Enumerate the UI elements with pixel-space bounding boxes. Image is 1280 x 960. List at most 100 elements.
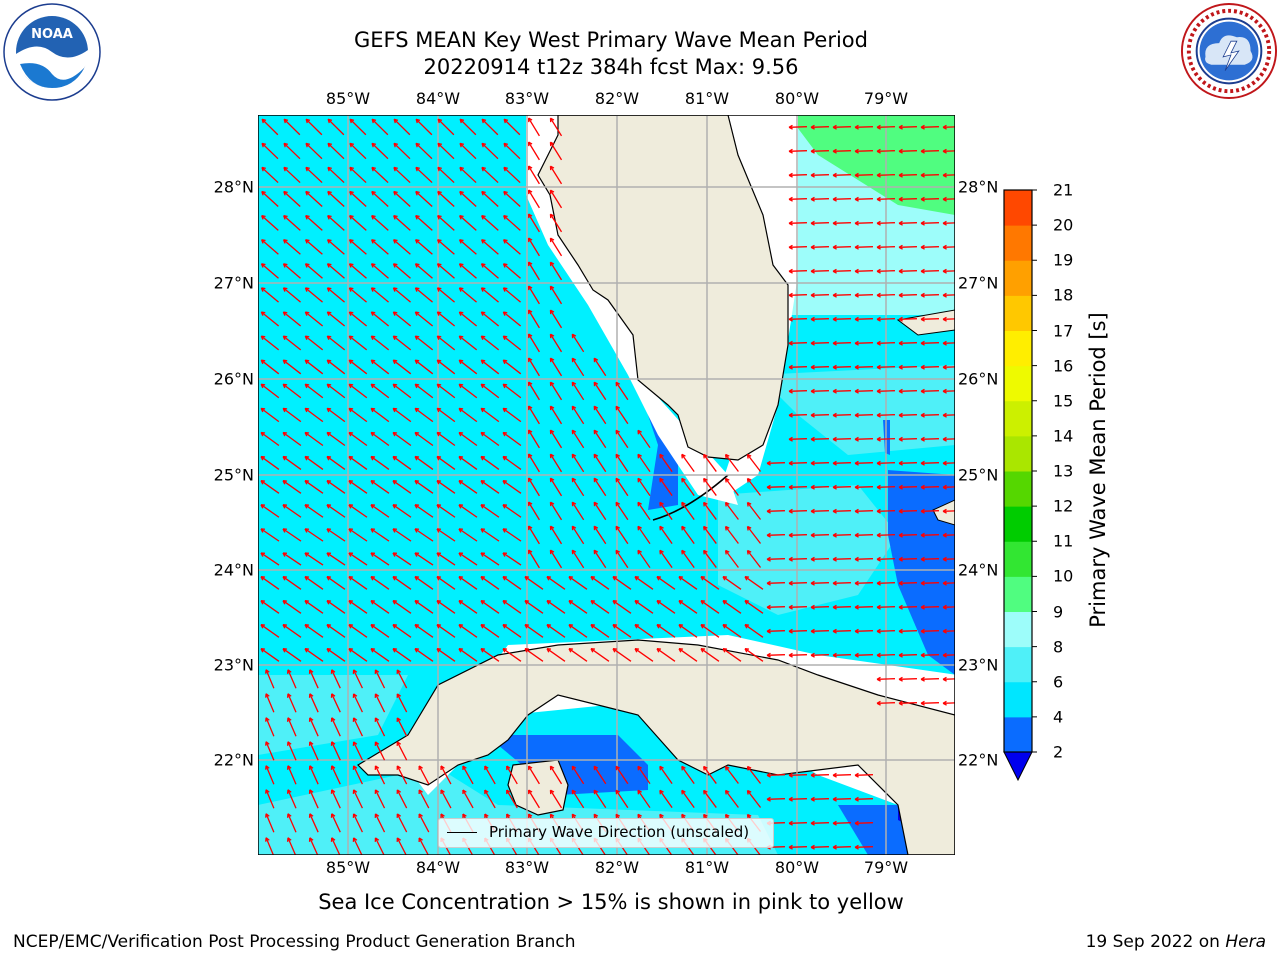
wave-arrow-head xyxy=(414,431,420,437)
wave-arrow xyxy=(656,576,676,590)
wave-arrow xyxy=(811,798,829,800)
wave-arrow xyxy=(393,287,411,303)
wave-arrow-head xyxy=(374,741,380,746)
wave-arrow-head xyxy=(746,813,752,819)
wave-arrow-head xyxy=(374,837,380,842)
wave-arrow xyxy=(855,222,873,224)
wave-arrow xyxy=(528,309,540,329)
wave-arrow xyxy=(348,335,368,351)
wave-arrow xyxy=(549,213,563,233)
wave-arrow xyxy=(374,717,386,737)
wave-arrow-head xyxy=(282,504,288,509)
wave-arrow xyxy=(348,311,368,327)
wave-arrow-head xyxy=(330,837,336,842)
wave-arrow-head xyxy=(349,118,355,124)
wave-arrow-head xyxy=(920,388,925,394)
lat-label-left: 23°N xyxy=(213,655,254,675)
colorbar-segment xyxy=(1004,716,1032,753)
wave-arrow-head xyxy=(746,525,752,531)
wave-arrow-head xyxy=(370,287,376,292)
wave-arrow xyxy=(659,501,673,521)
wave-arrow-head xyxy=(615,501,620,507)
footer-date: 19 Sep 2022 on Hera xyxy=(1086,932,1266,952)
wave-arrow xyxy=(549,141,563,161)
wave-arrow-head xyxy=(546,624,552,629)
wave-arrow-head xyxy=(810,268,815,274)
colorbar-tick-label: 9 xyxy=(1053,602,1064,621)
wave-arrow xyxy=(546,600,566,614)
wave-arrow-head xyxy=(396,717,402,722)
wave-arrow-head xyxy=(326,528,332,533)
wave-arrow xyxy=(260,311,280,327)
wave-arrow-head xyxy=(458,600,464,605)
wave-arrow xyxy=(502,552,522,566)
wave-arrow xyxy=(458,600,478,614)
wave-arrow xyxy=(282,456,302,470)
colorbar-tick-label: 16 xyxy=(1053,356,1074,376)
lat-label-left: 22°N xyxy=(213,750,254,770)
wave-arrow-head xyxy=(304,504,310,509)
wave-arrow xyxy=(436,624,456,638)
wave-arrow-head xyxy=(832,532,837,538)
wave-arrow xyxy=(568,648,588,662)
wave-arrow-head xyxy=(898,340,903,346)
wave-arrow xyxy=(265,669,275,689)
wave-arrow xyxy=(282,504,302,518)
wave-arrow xyxy=(309,789,319,809)
wave-arrow-head xyxy=(898,580,903,586)
wave-arrow-head xyxy=(678,624,684,629)
wave-arrow xyxy=(326,624,346,638)
wave-arrow xyxy=(789,558,807,560)
wave-arrow xyxy=(348,624,368,638)
wave-arrow xyxy=(546,624,566,638)
wave-arrow xyxy=(261,263,279,279)
wave-arrow-head xyxy=(282,576,288,581)
wave-arrow-head xyxy=(374,765,380,770)
wave-arrow xyxy=(571,501,585,521)
wave-arrow xyxy=(392,504,412,518)
wave-arrow-head xyxy=(920,460,925,466)
wave-arrow-head xyxy=(898,196,903,202)
wave-arrow-head xyxy=(854,844,859,850)
wave-arrow-head xyxy=(326,239,332,244)
wave-arrow-head xyxy=(458,287,464,292)
wave-arrow-head xyxy=(459,118,465,124)
wave-arrow-head xyxy=(788,124,793,130)
wave-arrow xyxy=(261,215,279,231)
wave-arrow-head xyxy=(480,480,486,485)
wave-arrow xyxy=(459,118,477,136)
colorbar-tick-label: 14 xyxy=(1053,426,1074,446)
wave-arrow xyxy=(789,414,807,416)
wave-arrow xyxy=(943,486,955,488)
wave-arrow xyxy=(480,648,500,662)
wave-arrow xyxy=(811,126,829,128)
wave-arrow xyxy=(437,287,455,303)
wave-arrow xyxy=(304,504,324,518)
wave-arrow xyxy=(549,789,563,809)
wave-arrow xyxy=(327,191,345,207)
wave-arrow xyxy=(371,263,389,279)
wave-arrow-head xyxy=(810,196,815,202)
wave-arrow-head xyxy=(854,220,859,226)
wave-arrow-head xyxy=(436,335,442,341)
wave-arrow xyxy=(615,765,629,785)
wave-arrow xyxy=(370,335,390,351)
colorbar-segment xyxy=(1004,400,1032,437)
wave-arrow xyxy=(943,222,955,224)
wave-arrow xyxy=(899,606,917,608)
wave-arrow-head xyxy=(744,648,750,653)
wave-arrow-head xyxy=(703,789,708,795)
wave-arrow-head xyxy=(832,436,837,442)
wave-arrow xyxy=(370,624,390,638)
wave-arrow-head xyxy=(832,316,837,322)
wave-arrow xyxy=(725,454,739,472)
wave-arrow-head xyxy=(370,335,376,341)
wave-arrow-head xyxy=(326,359,332,365)
wave-arrow-head xyxy=(458,528,464,533)
wave-arrow xyxy=(481,239,499,255)
wave-arrow xyxy=(260,383,280,399)
wave-arrow xyxy=(437,263,455,279)
wave-arrow xyxy=(746,454,762,472)
wave-arrow xyxy=(414,552,434,566)
wave-arrow-head xyxy=(942,148,947,154)
